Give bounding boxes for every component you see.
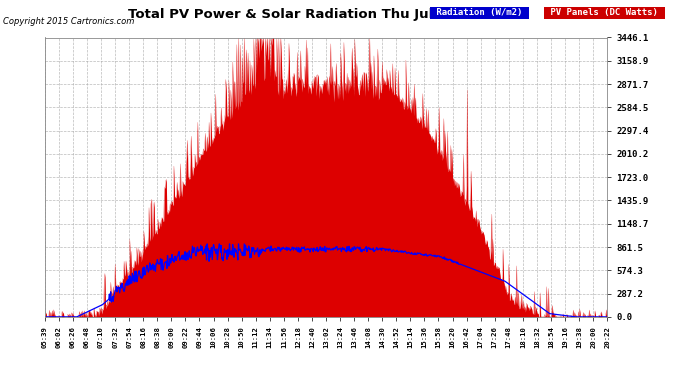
Text: Total PV Power & Solar Radiation Thu Jul 9 20:30: Total PV Power & Solar Radiation Thu Jul… xyxy=(128,8,493,21)
Text: PV Panels (DC Watts): PV Panels (DC Watts) xyxy=(545,8,663,17)
Text: Copyright 2015 Cartronics.com: Copyright 2015 Cartronics.com xyxy=(3,17,135,26)
Text: Radiation (W/m2): Radiation (W/m2) xyxy=(431,8,528,17)
